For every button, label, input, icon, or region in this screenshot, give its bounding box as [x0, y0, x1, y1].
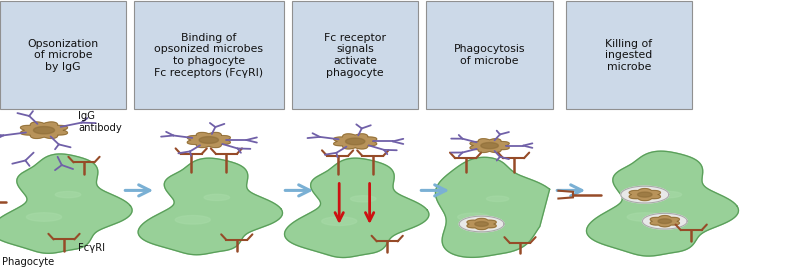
Polygon shape — [621, 186, 669, 203]
Text: Binding of
opsonized microbes
to phagocyte
Fc receptors (FcγRI): Binding of opsonized microbes to phagocy… — [154, 33, 263, 78]
Text: Fc receptor
signals
activate
phagocyte: Fc receptor signals activate phagocyte — [324, 33, 386, 78]
Polygon shape — [55, 192, 81, 198]
Polygon shape — [21, 122, 67, 138]
Polygon shape — [656, 192, 682, 198]
Text: Phagocytosis
of microbe: Phagocytosis of microbe — [454, 45, 526, 66]
Polygon shape — [34, 127, 54, 134]
Polygon shape — [627, 213, 662, 221]
Polygon shape — [334, 134, 377, 149]
Polygon shape — [475, 222, 488, 226]
Polygon shape — [187, 132, 230, 148]
Polygon shape — [642, 213, 687, 229]
Polygon shape — [204, 194, 230, 200]
Polygon shape — [285, 158, 429, 258]
Polygon shape — [458, 213, 490, 221]
Polygon shape — [650, 216, 679, 227]
Polygon shape — [322, 217, 357, 225]
Polygon shape — [435, 157, 550, 257]
Polygon shape — [638, 192, 652, 197]
FancyBboxPatch shape — [566, 1, 692, 109]
Polygon shape — [586, 151, 738, 256]
Polygon shape — [26, 213, 62, 221]
Polygon shape — [0, 154, 132, 253]
Polygon shape — [350, 196, 376, 202]
Polygon shape — [459, 216, 504, 232]
Polygon shape — [175, 216, 210, 224]
Polygon shape — [199, 137, 218, 143]
Polygon shape — [138, 158, 282, 255]
Polygon shape — [629, 189, 661, 200]
Text: Opsonization
of microbe
by IgG: Opsonization of microbe by IgG — [28, 39, 98, 72]
FancyBboxPatch shape — [134, 1, 284, 109]
Polygon shape — [481, 143, 498, 149]
Polygon shape — [486, 196, 509, 202]
Text: FcγRI: FcγRI — [78, 243, 106, 253]
Polygon shape — [658, 219, 671, 223]
Text: Phagocyte: Phagocyte — [2, 257, 54, 267]
Polygon shape — [470, 139, 509, 152]
Polygon shape — [346, 138, 365, 145]
Text: IgG
antibody: IgG antibody — [78, 111, 122, 133]
Polygon shape — [467, 218, 496, 230]
FancyBboxPatch shape — [426, 1, 553, 109]
FancyBboxPatch shape — [0, 1, 126, 109]
FancyBboxPatch shape — [292, 1, 418, 109]
Text: Killing of
ingested
microbe: Killing of ingested microbe — [605, 39, 653, 72]
